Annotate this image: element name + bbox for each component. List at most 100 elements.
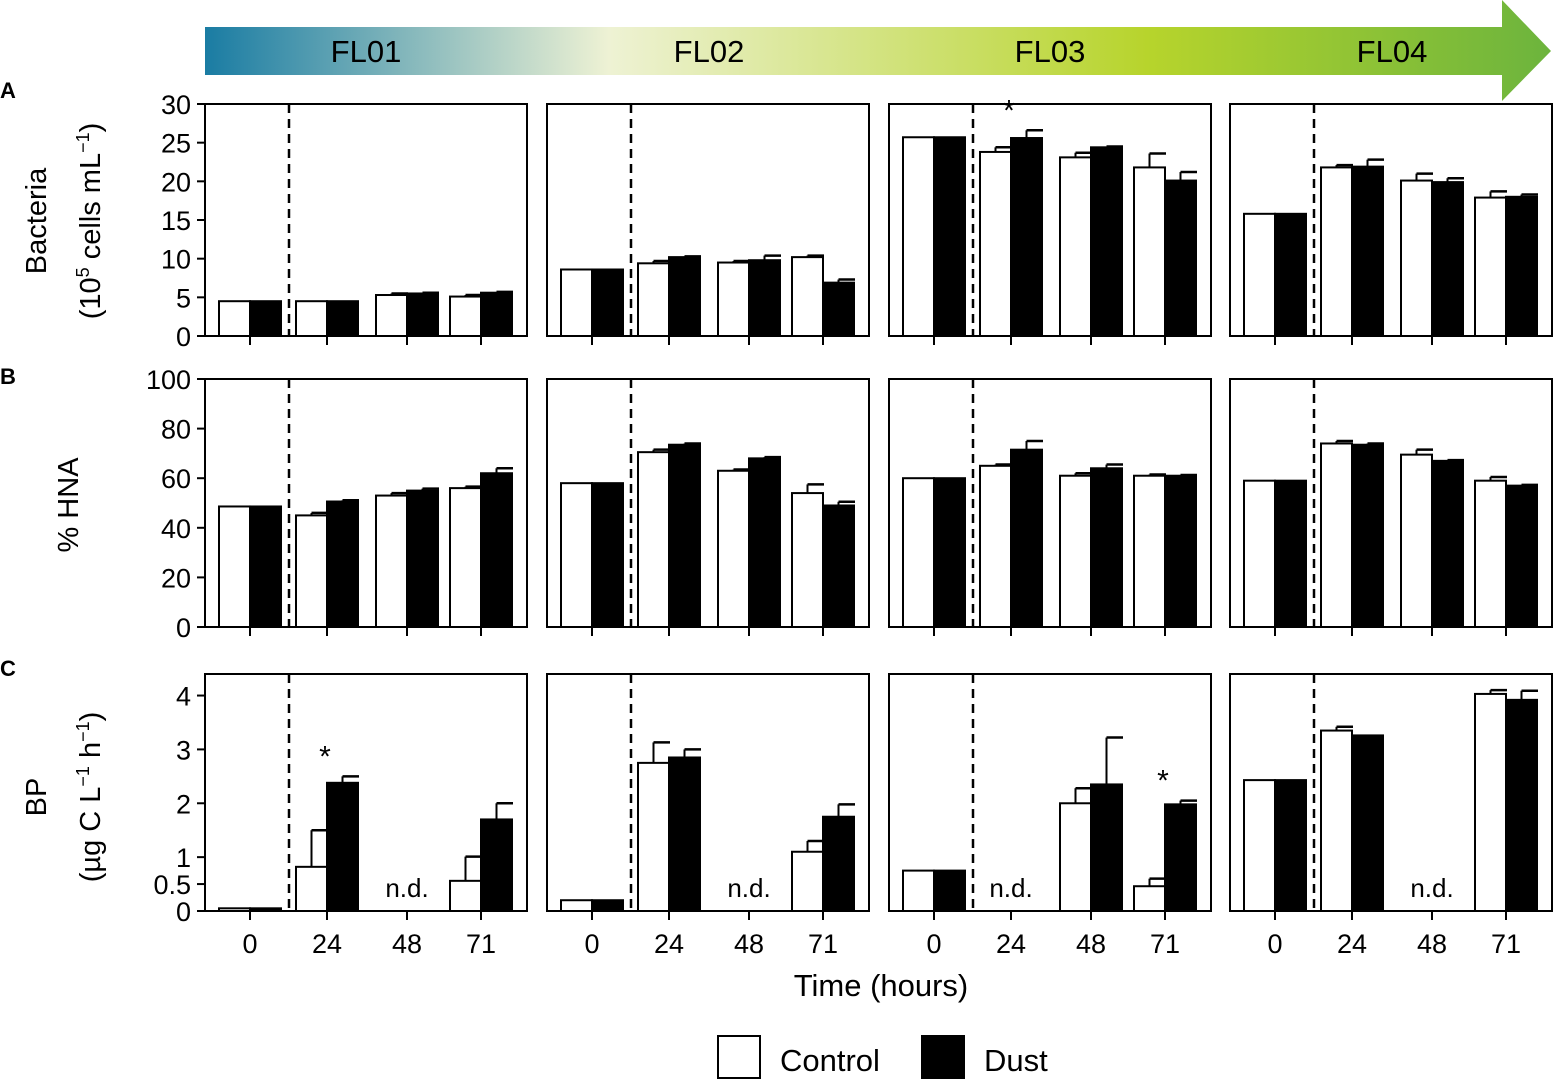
- xtick-label-fl03-24: 24: [996, 929, 1026, 959]
- banner-label-fl04: FL04: [1357, 34, 1428, 69]
- bar-control-b-fl03-48: [1059, 474, 1092, 628]
- bar-dust-a-fl01-0: [249, 300, 282, 338]
- bar-control-c-fl02-0: [560, 899, 593, 913]
- xtick-label-fl01-0: 0: [242, 929, 257, 959]
- bar-control-c-fl01-71: [449, 879, 482, 913]
- star-a-fl03-24: *: [1003, 94, 1015, 127]
- bar-dust-c-fl02-0: [591, 899, 624, 913]
- y-title-b: % HNA: [53, 457, 85, 553]
- bar-dust-b-fl04-0: [1274, 479, 1307, 628]
- bar-control-a-fl03-71: [1133, 166, 1166, 337]
- bar-dust-a-fl03-24: [1010, 137, 1043, 337]
- nd-label-c-fl03-24: n.d.: [989, 873, 1032, 903]
- bar-control-a-fl03-0: [902, 136, 935, 337]
- bar-control-b-fl04-71: [1474, 479, 1507, 628]
- bar-control-a-fl04-24: [1320, 166, 1353, 337]
- bar-dust-a-fl02-24: [668, 256, 701, 337]
- star-c-fl01-24: *: [319, 740, 331, 773]
- bar-dust-b-fl03-0: [933, 477, 966, 629]
- bar-control-c-fl04-0: [1243, 779, 1276, 913]
- xtick-label-fl04-24: 24: [1337, 929, 1367, 959]
- frame-a-fl01: [204, 103, 528, 337]
- bar-control-c-fl02-71: [791, 850, 824, 912]
- bar-control-c-fl03-0: [902, 869, 935, 913]
- bar-dust-c-fl04-71: [1505, 698, 1538, 913]
- ytick-label-c-0: 0: [176, 897, 191, 927]
- frame-c-fl02: [546, 673, 870, 912]
- legend: Control Dust: [717, 1035, 1048, 1079]
- bar-control-a-fl01-48: [375, 294, 408, 338]
- y-title-c-l2-mid: h: [75, 742, 107, 766]
- legend-swatch-control: [717, 1035, 761, 1079]
- bar-dust-a-fl03-48: [1090, 146, 1123, 337]
- xtick-label-fl04-71: 71: [1491, 929, 1521, 959]
- bar-control-b-fl04-0: [1243, 479, 1276, 628]
- ytick-label-a-5: 25: [161, 129, 191, 159]
- frame-c-fl01: [204, 673, 528, 912]
- y-title-c-l2-end: ): [75, 712, 107, 722]
- bar-control-a-fl01-24: [295, 300, 328, 338]
- y-title-a-line2: (105 cells mL−1): [73, 123, 107, 320]
- bar-control-c-fl04-71: [1474, 692, 1507, 913]
- bar-dust-a-fl03-71: [1164, 179, 1197, 337]
- bar-dust-b-fl04-71: [1505, 484, 1538, 629]
- bar-dust-b-fl04-24: [1351, 443, 1384, 628]
- bar-control-b-fl01-48: [375, 494, 408, 628]
- bar-control-c-fl02-24: [637, 761, 670, 912]
- xtick-label-fl03-71: 71: [1150, 929, 1180, 959]
- frame-b-fl01: [204, 378, 528, 628]
- y-title-a-l2-post: cells mL: [75, 153, 107, 267]
- bar-control-a-fl02-24: [637, 262, 670, 338]
- bar-dust-b-fl03-71: [1164, 474, 1197, 628]
- xtick-label-fl01-24: 24: [312, 929, 342, 959]
- bar-control-b-fl03-0: [902, 477, 935, 629]
- ytick-label-c-1: 0.5: [153, 870, 191, 900]
- bar-control-c-fl01-0: [218, 907, 251, 913]
- xtick-label-fl02-24: 24: [654, 929, 684, 959]
- bar-dust-a-fl02-48: [748, 259, 781, 338]
- bar-control-a-fl04-71: [1474, 196, 1507, 337]
- bar-dust-c-fl04-0: [1274, 779, 1307, 913]
- ytick-label-a-1: 5: [176, 283, 191, 313]
- frame-b-fl03: [888, 378, 1212, 628]
- frame-c-fl04: [1229, 673, 1553, 912]
- nd-label-c-fl01-48: n.d.: [385, 873, 428, 903]
- bar-control-b-fl02-71: [791, 492, 824, 628]
- bar-control-a-fl03-24: [979, 150, 1012, 337]
- xtick-label-fl03-0: 0: [926, 929, 941, 959]
- ytick-label-b-2: 40: [161, 514, 191, 544]
- bar-dust-b-fl04-48: [1431, 459, 1464, 628]
- bar-dust-b-fl02-0: [591, 482, 624, 628]
- panel-letter-a: A: [0, 78, 16, 103]
- bar-control-c-fl03-71: [1133, 885, 1166, 912]
- y-title-c-l2-pre: (µg C L: [75, 787, 107, 883]
- ytick-label-b-0: 0: [176, 613, 191, 643]
- bar-dust-b-fl02-48: [748, 457, 781, 628]
- bar-control-b-fl01-24: [295, 514, 328, 629]
- panel-letter-c: C: [0, 656, 16, 681]
- bar-dust-c-fl02-24: [668, 756, 701, 913]
- frame-b-fl04: [1229, 378, 1553, 628]
- ytick-label-a-4: 20: [161, 167, 191, 197]
- bar-control-a-fl02-48: [717, 261, 750, 337]
- bar-dust-c-fl03-48: [1090, 783, 1123, 913]
- bar-dust-a-fl02-0: [591, 268, 624, 338]
- bar-control-a-fl02-71: [791, 256, 824, 337]
- y-title-a-l2-pre: (10: [75, 277, 107, 319]
- frame-c-fl03: [888, 673, 1212, 912]
- xtick-label-fl01-71: 71: [466, 929, 496, 959]
- xtick-label-fl01-48: 48: [392, 929, 422, 959]
- bar-dust-a-fl02-71: [822, 281, 855, 338]
- ytick-label-b-1: 20: [161, 563, 191, 593]
- ytick-label-c-2: 1: [176, 843, 191, 873]
- bar-dust-b-fl01-48: [406, 489, 439, 628]
- nd-label-c-fl04-48: n.d.: [1410, 873, 1453, 903]
- bar-control-a-fl03-48: [1059, 156, 1092, 337]
- bar-dust-c-fl02-71: [822, 815, 855, 913]
- bar-dust-c-fl03-71: [1164, 803, 1197, 912]
- banner-label-fl02: FL02: [674, 34, 745, 69]
- bar-dust-a-fl04-71: [1505, 195, 1538, 337]
- bar-control-b-fl03-71: [1133, 474, 1166, 628]
